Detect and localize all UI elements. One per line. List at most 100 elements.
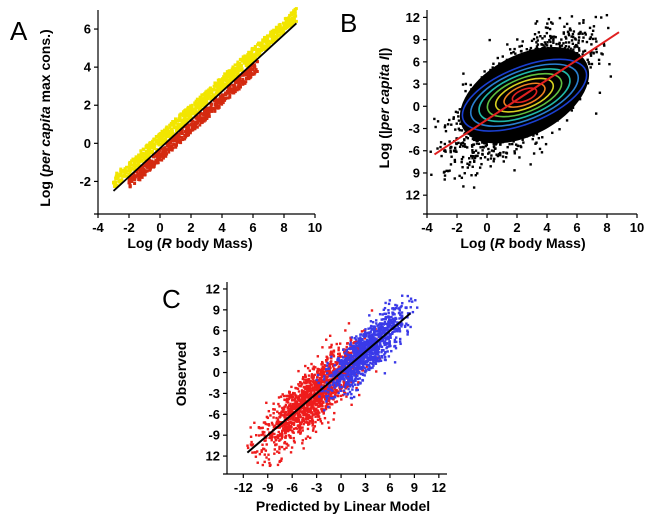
panel-b-point: [457, 115, 460, 118]
panel-a-point-yellow: [203, 91, 207, 95]
panel-b-point: [468, 157, 471, 160]
panel-a-point-yellow: [239, 68, 243, 72]
panel-c-point-red: [319, 371, 323, 374]
panel-b-point: [543, 35, 546, 38]
panel-a-point-yellow: [148, 146, 152, 150]
panel-a-point-yellow: [175, 129, 179, 133]
panel-a-point-yellow: [256, 51, 260, 55]
panel-b-point: [543, 46, 546, 49]
panel-c-point-red: [336, 390, 340, 393]
panel-a-point-yellow: [194, 104, 198, 108]
panel-b-point: [549, 21, 553, 24]
panel-b-point: [546, 22, 549, 25]
panel-a-point-yellow: [262, 39, 266, 43]
panel-b-point: [430, 173, 433, 176]
panel-a-point-red: [251, 68, 255, 72]
panel-c-point-red: [319, 420, 323, 423]
panel-a-point-yellow: [290, 20, 294, 24]
panel-a-point-red: [157, 155, 161, 159]
panel-b-point: [538, 147, 542, 151]
panel-c-point-red: [347, 384, 350, 388]
panel-b-point: [506, 43, 509, 46]
panel-a-point-red: [231, 83, 235, 87]
panel-c-point-red: [320, 377, 323, 380]
panel-a-point-red: [236, 85, 240, 89]
panel-b-point: [498, 152, 501, 155]
panel-a-point-red: [155, 152, 159, 156]
panel-a-point-yellow: [176, 118, 180, 122]
panel-a-point-red: [158, 148, 162, 152]
panel-a-point-red: [195, 114, 199, 118]
panel-b-point: [578, 49, 581, 52]
panel-a-point-yellow: [171, 131, 175, 135]
panel-b-point: [468, 161, 472, 164]
panel-b-point: [489, 165, 492, 168]
panel-a-point-yellow: [193, 102, 197, 106]
panel-b-point: [439, 145, 442, 149]
panel-b-point: [476, 172, 479, 175]
panel-b-point: [595, 40, 598, 43]
panel-c-point-red: [272, 412, 275, 415]
panel-b-point: [460, 176, 464, 179]
panel-c-point-red: [275, 416, 278, 420]
panel-a-point-yellow: [119, 167, 123, 171]
panel-a-point-yellow: [162, 141, 166, 145]
panel-b-point: [454, 110, 458, 114]
panel-c-point-red: [277, 412, 281, 415]
panel-a-point-yellow: [195, 110, 199, 114]
panel-b-point: [449, 163, 453, 166]
panel-c-point-red: [296, 416, 299, 420]
panel-a-point-red: [254, 68, 258, 72]
panel-c-point-red: [278, 459, 282, 463]
panel-b-point: [499, 143, 502, 146]
panel-a-point-yellow: [119, 173, 123, 177]
panel-b-point: [471, 165, 474, 168]
panel-a-point-yellow: [282, 25, 286, 29]
panel-b-point: [598, 62, 601, 65]
panel-a-point-red: [171, 137, 175, 141]
panel-c-point-red: [315, 395, 319, 398]
panel-a-point-yellow: [148, 147, 152, 151]
panel-b-point: [525, 47, 529, 51]
panel-b-point: [483, 142, 487, 145]
panel-a-point-yellow: [250, 48, 254, 52]
panel-a-point-red: [165, 142, 169, 146]
panel-b-point: [448, 118, 451, 122]
panel-a-point-red: [198, 116, 202, 120]
panel-c-point-red: [267, 409, 271, 413]
panel-a-point-red: [215, 102, 219, 106]
panel-b-point: [588, 62, 591, 66]
panel-c-point-red: [345, 395, 348, 398]
panel-a-xtick-label: 6: [249, 220, 256, 235]
panel-a-point-yellow: [230, 78, 234, 82]
panel-b-point: [577, 36, 581, 39]
panel-b-point: [458, 174, 461, 178]
panel-b-point: [582, 21, 585, 24]
panel-a-point-red: [193, 121, 197, 125]
panel-a-point-yellow: [133, 166, 137, 170]
panel-a-point-yellow: [152, 138, 156, 142]
panel-b-point: [536, 43, 540, 46]
panel-a-point-yellow: [172, 122, 176, 126]
panel-a-point-yellow: [264, 44, 268, 48]
panel-b-point: [589, 54, 593, 57]
panel-a-point-red: [252, 63, 256, 67]
panel-b-point: [461, 141, 465, 144]
panel-c-point-red: [289, 428, 292, 432]
panel-b-point: [602, 42, 606, 46]
panel-a-point-yellow: [211, 93, 215, 97]
panel-a-point-red: [184, 135, 188, 139]
panel-b-point: [560, 38, 563, 41]
panel-c-point-red: [290, 399, 294, 402]
panel-a-point-red: [227, 86, 231, 90]
panel-c-point-red: [249, 435, 253, 438]
panel-c-point-red: [332, 355, 336, 358]
panel-b-point: [515, 147, 518, 151]
panel-a-point-yellow: [127, 167, 131, 171]
panel-a-point-yellow: [203, 95, 207, 99]
panel-a-point-yellow: [265, 45, 269, 49]
panel-b-point: [549, 44, 553, 48]
panel-b-point: [443, 178, 446, 181]
panel-a-point-red: [175, 136, 179, 140]
